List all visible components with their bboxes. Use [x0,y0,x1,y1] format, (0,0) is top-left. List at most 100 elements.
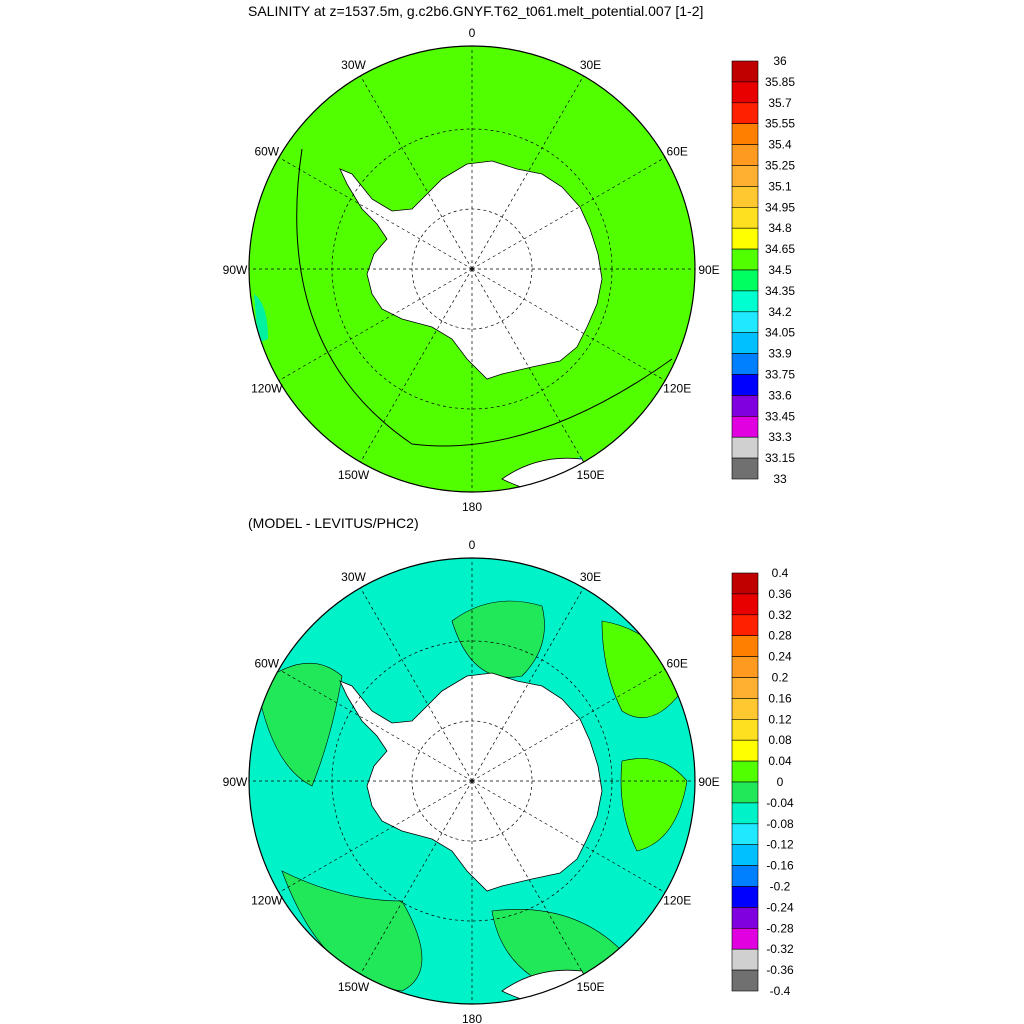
colorbar-swatch [731,123,759,145]
meridian-line [471,157,666,270]
colorbar-tick-label: 35.4 [768,138,792,152]
colorbar-tick-label: 35.7 [768,96,792,110]
meridian-line [360,780,473,975]
colorbar-swatch [731,186,759,208]
longitude-label: 150W [338,468,370,482]
colorbar-swatch [731,332,759,354]
colorbar-tick-label: 0.32 [768,608,792,622]
colorbar-tick-label: 33.45 [765,409,795,423]
antarctica-landmass [339,672,603,892]
plot-title-difference: (MODEL - LEVITUS/PHC2) [248,515,419,531]
colorbar-salinity: 36 35.85 35.7 35.55 35.4 35.25 35.1 34.95 34.8 34… [731,54,795,486]
polar-map-salinity: 0 30E 60E 90E 120E 150E 180 150W 120W 90W 60W 30W [223,26,720,514]
longitude-label: 90W [223,263,248,277]
colorbar-swatch [731,844,759,866]
colorbar-tick-label: 34.95 [765,200,795,214]
colorbar-swatch [731,781,759,804]
colorbar-swatch [731,374,759,396]
colorbar-swatch [731,907,759,929]
meridian-line [471,669,666,782]
meridian-line [278,157,473,270]
colorbar-tick-label: -0.08 [766,817,794,831]
colorbar-swatch [731,760,759,783]
colorbar-swatch [731,739,759,762]
colorbar-swatch [731,969,759,992]
colorbar-tick-label: 34.65 [765,242,795,256]
colorbar-swatch [731,635,759,657]
colorbar-tick-label: -0.36 [766,963,794,977]
colorbar-tick-label: 34.2 [768,305,792,319]
longitude-label: 30W [341,570,366,584]
colorbar-tick-label: -0.04 [766,796,794,810]
longitude-label: 90E [698,263,719,277]
longitude-label: 30E [580,58,601,72]
colorbar-tick-label: -0.32 [766,942,794,956]
polar-map-difference: 0 30E 60E 90E 120E 150E 180 150W 120W 90W 60W 30W [223,538,720,1024]
colorbar-tick-label: 33.75 [765,368,795,382]
colorbar-swatch [731,718,759,741]
anomaly-region [620,758,688,852]
colorbar-swatch [731,353,759,375]
longitude-label: 150E [576,980,604,994]
longitude-label: 120W [251,382,283,396]
colorbar-tick-label: 35.1 [768,179,792,193]
colorbar-swatch [731,677,759,699]
colorbar-tick-label: 0.08 [768,733,792,747]
colorbar-tick-label: 33.9 [768,347,792,361]
colorbar-tick-label: -0.16 [766,859,794,873]
colorbar-swatch [731,886,759,908]
colorbar-tick-label: 0.16 [768,691,792,705]
colorbar-swatch [731,60,759,83]
colorbar-tick-label: -0.4 [770,984,791,998]
colorbar-tick-label: -0.2 [770,880,791,894]
colorbar-swatch [731,248,759,271]
colorbar-swatch [731,102,759,125]
longitude-label: 120W [251,894,283,908]
longitude-label: 90W [223,775,248,789]
colorbar-swatch [731,415,759,438]
longitude-label: 120E [663,894,691,908]
colorbar-swatch [731,395,759,417]
colorbar-swatch [731,165,759,187]
colorbar-swatch [731,948,759,971]
longitude-label: 0 [469,538,476,552]
colorbar-tick-label: 0.24 [768,650,792,664]
colorbar-tick-label: 35.55 [765,117,795,131]
colorbar-swatch [731,927,759,950]
colorbar-difference: 0.4 0.36 0.32 0.28 0.24 0.2 0.16 0.12 0.08 0.04 0 -… [731,566,794,998]
colorbar-tick-label: -0.12 [766,838,794,852]
longitude-label: 60E [667,657,688,671]
contour-line [296,148,673,447]
meridian-line [278,780,473,893]
longitude-label: 150W [338,980,370,994]
anomaly-region [451,600,545,678]
colorbar-swatch [731,290,759,313]
longitude-label: 30W [341,58,366,72]
colorbar-tick-label: 33.6 [768,388,792,402]
colorbar-tick-label: -0.24 [766,900,794,914]
meridian-line [471,75,584,270]
colorbar-tick-label: 34.35 [765,284,795,298]
colorbar-swatch [731,614,759,636]
map-frame [248,45,696,493]
meridian-line [360,587,473,782]
colorbar-tick-label: 35.25 [765,159,795,173]
map-frame [248,557,696,1005]
colorbar-tick-label: 0.2 [772,671,789,685]
colorbar-swatch [731,698,759,720]
longitude-label: 120E [663,382,691,396]
colorbar-tick-label: 33.3 [768,430,792,444]
antarctica-landmass [339,160,603,380]
meridian-line [471,780,666,893]
colorbar-tick-label: 0.04 [768,754,792,768]
colorbar-tick-label: 34.8 [768,221,792,235]
longitude-label: 60W [254,657,279,671]
longitude-label: 90E [698,775,719,789]
meridian-line [278,669,473,782]
longitude-label: 180 [462,500,482,514]
colorbar-tick-label: 0.12 [768,712,792,726]
longitude-label: 150E [576,468,604,482]
colorbar-tick-label: 33 [773,472,787,486]
colorbar-swatch [731,436,759,459]
